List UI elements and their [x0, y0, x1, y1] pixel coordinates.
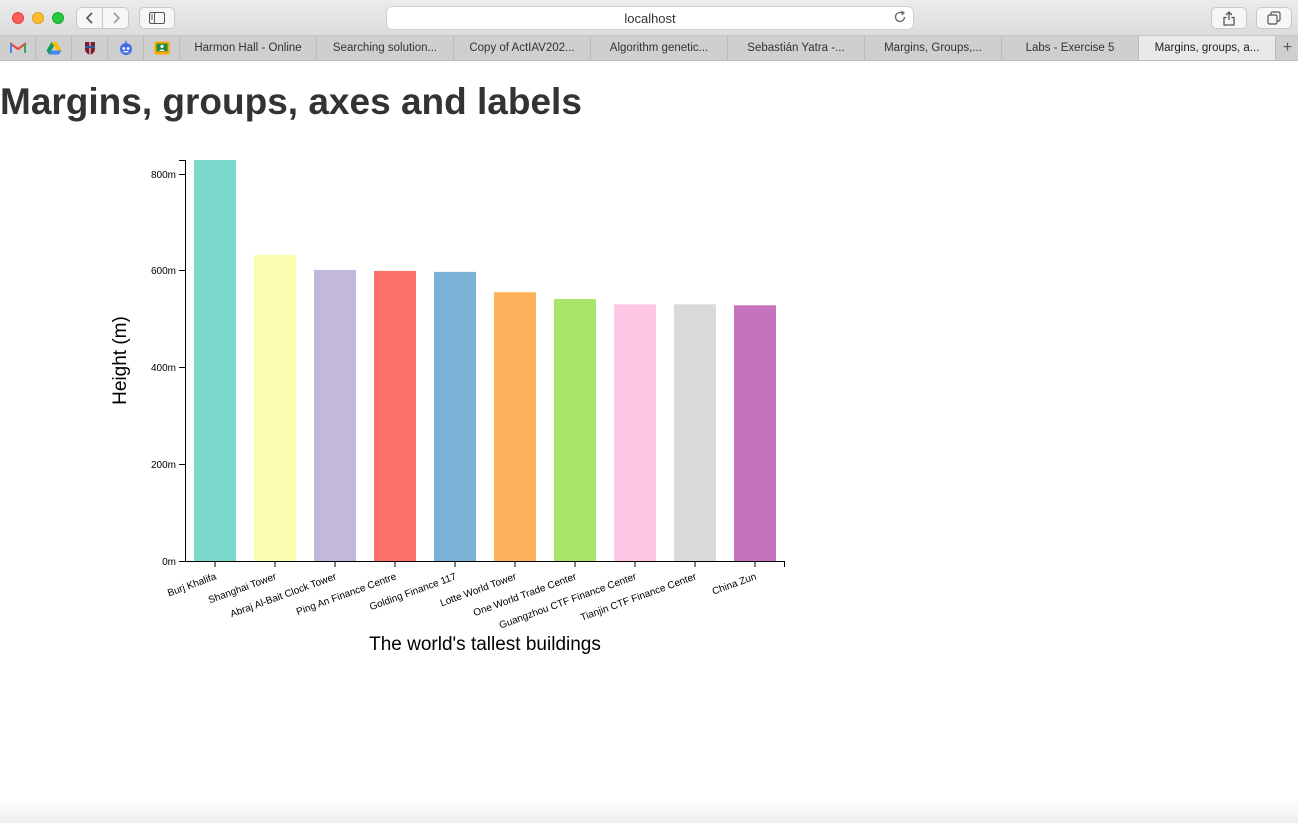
tab-bar: Harmon Hall - Online Searching solution.… [0, 36, 1298, 61]
tab-sebastian-yatra[interactable]: Sebastián Yatra -... [728, 36, 865, 60]
shield-crest-icon [84, 41, 95, 55]
chart-bar [194, 160, 236, 561]
back-button[interactable] [76, 7, 103, 29]
page-title: Margins, groups, axes and labels [0, 81, 582, 122]
minimize-window-button[interactable] [32, 12, 44, 24]
chart-bar [314, 269, 356, 561]
chevron-right-icon [112, 12, 120, 24]
chart-bar [554, 298, 596, 561]
forward-button[interactable] [103, 7, 129, 29]
new-tab-button[interactable]: + [1277, 36, 1298, 60]
plus-icon: + [1282, 39, 1293, 56]
x-axis-title: The world's tallest buildings [369, 634, 601, 655]
tab-label: Margins, groups, a... [1154, 42, 1260, 54]
chart-bar [734, 305, 776, 561]
tab-label: Algorithm genetic... [609, 42, 709, 54]
chart-bar [614, 304, 656, 561]
tab-algorithm-genetic[interactable]: Algorithm genetic... [591, 36, 728, 60]
browser-title-bar: localhost [0, 0, 1298, 36]
y-tick-label: 400m [151, 363, 176, 374]
address-bar[interactable]: localhost [386, 6, 914, 30]
bookmark-gmail[interactable] [0, 36, 36, 60]
tab-label: Margins, Groups,... [884, 42, 982, 54]
robot-icon [119, 40, 132, 55]
chart-bar [494, 292, 536, 561]
chart-bar [374, 270, 416, 561]
share-icon [1223, 10, 1235, 26]
sidebar-icon [149, 12, 165, 24]
google-drive-icon [46, 42, 61, 55]
y-tick-label: 0m [162, 557, 176, 568]
chart-bar [254, 254, 296, 561]
tab-copy-of-actiav[interactable]: Copy of ActIAV202... [454, 36, 591, 60]
close-window-button[interactable] [12, 12, 24, 24]
tab-label: Copy of ActIAV202... [469, 42, 575, 54]
y-tick-label: 800m [151, 170, 176, 181]
tabs-overview-icon [1267, 11, 1281, 25]
address-text: localhost [624, 11, 676, 26]
tab-harmon-hall[interactable]: Harmon Hall - Online [180, 36, 317, 60]
page-bottom-shade [0, 800, 1298, 823]
chart-bar [434, 271, 476, 561]
tab-searching-solution[interactable]: Searching solution... [317, 36, 454, 60]
tab-margins-groups[interactable]: Margins, Groups,... [865, 36, 1002, 60]
classroom-icon [154, 41, 169, 55]
tab-label: Harmon Hall - Online [194, 42, 302, 54]
sidebar-toggle-button[interactable] [139, 7, 175, 29]
x-tick-label: Tianjin CTF Finance Center [579, 571, 698, 623]
y-tick-label: 600m [151, 266, 176, 277]
tab-label: Labs - Exercise 5 [1025, 42, 1115, 54]
y-axis-title: Height (m) [110, 316, 131, 405]
chart-bar [674, 304, 716, 561]
bookmark-classroom[interactable] [144, 36, 180, 60]
y-tick-label: 200m [151, 460, 176, 471]
tab-labs-exercise-5[interactable]: Labs - Exercise 5 [1002, 36, 1139, 60]
x-tick-label: China Zun [711, 571, 758, 597]
show-all-tabs-button[interactable] [1256, 7, 1292, 29]
bookmark-crest[interactable] [72, 36, 108, 60]
chevron-left-icon [85, 12, 93, 24]
x-tick-label: Ping An Finance Centre [295, 571, 398, 618]
reload-icon[interactable] [893, 10, 907, 29]
bookmark-robot[interactable] [108, 36, 144, 60]
tab-label: Searching solution... [332, 42, 438, 54]
tab-margins-groups-active[interactable]: Margins, groups, a... [1139, 36, 1276, 60]
bookmark-google-drive[interactable] [36, 36, 72, 60]
tab-label: Sebastián Yatra -... [747, 42, 845, 54]
zoom-window-button[interactable] [52, 12, 64, 24]
x-tick-label: Abraj Al-Bait Clock Tower [229, 571, 339, 620]
gmail-icon [9, 42, 26, 53]
share-button[interactable] [1211, 7, 1247, 29]
